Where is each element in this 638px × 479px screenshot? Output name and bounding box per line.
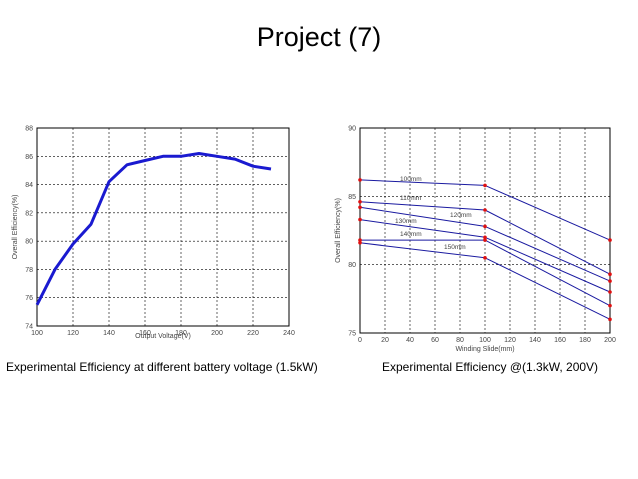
right-series-name-label: 130mm <box>395 218 417 225</box>
right-data-point <box>483 238 487 242</box>
left-plot-area <box>36 127 290 327</box>
left-y-tick-label: 84 <box>25 182 33 189</box>
right-x-tick-label: 60 <box>431 337 439 344</box>
right-y-tick-label: 85 <box>348 194 356 201</box>
right-x-tick-label: 40 <box>406 337 414 344</box>
right-x-tick-label: 160 <box>554 337 566 344</box>
left-y-tick-label: 80 <box>25 239 33 246</box>
left-y-tick-label: 78 <box>25 267 33 274</box>
caption-left: Experimental Efficiency at different bat… <box>6 360 318 374</box>
right-data-point <box>483 224 487 229</box>
left-x-tick-label: 120 <box>67 330 79 337</box>
right-x-tick-label: 20 <box>381 337 389 344</box>
right-data-point <box>483 183 487 188</box>
left-x-axis-label: Output Voltage(V) <box>135 333 191 340</box>
right-data-point <box>358 238 362 242</box>
right-series-name-label: 120mm <box>450 212 472 219</box>
right-x-tick-label: 120 <box>504 337 516 344</box>
right-data-point <box>358 205 362 210</box>
left-y-tick-label: 88 <box>25 126 33 133</box>
left-x-tick-label: 180 <box>175 330 187 337</box>
left-x-tick-label: 220 <box>247 330 259 337</box>
right-data-point <box>608 279 612 283</box>
right-data-point <box>483 235 487 240</box>
right-series-name-label: 100mm <box>400 176 422 183</box>
left-x-tick-label: 140 <box>103 330 115 337</box>
right-data-point <box>483 208 487 212</box>
right-series-name-label: 110mm <box>400 195 421 202</box>
right-series-name-label: 150mm <box>444 244 466 251</box>
right-data-point <box>608 290 612 294</box>
left-y-tick-label: 74 <box>25 324 33 331</box>
right-data-point <box>358 241 362 245</box>
left-x-tick-label: 240 <box>283 330 295 337</box>
left-y-tick-label: 76 <box>25 295 33 302</box>
right-x-tick-label: 80 <box>456 337 464 344</box>
right-data-point <box>608 317 612 322</box>
right-x-tick-label: 100 <box>479 337 491 344</box>
left-x-tick-label: 200 <box>211 330 223 337</box>
left-y-tick-label: 86 <box>25 154 33 161</box>
caption-right: Experimental Efficiency @(1.3kW, 200V) <box>382 360 599 374</box>
right-data-point <box>608 238 612 242</box>
right-x-tick-label: 0 <box>358 337 362 344</box>
right-y-axis-label: Overall Efficiency(%) <box>335 198 342 263</box>
left-y-tick-label: 82 <box>25 210 33 217</box>
right-y-tick-label: 80 <box>348 262 356 269</box>
slide-title: Project (7) <box>256 22 382 52</box>
right-series-name-label: 140mm <box>400 231 422 238</box>
right-y-tick-label: 90 <box>348 126 356 133</box>
right-data-point <box>358 217 362 222</box>
right-x-tick-label: 140 <box>529 337 541 344</box>
left-x-tick-label: 160 <box>139 330 151 337</box>
left-x-tick-label: 100 <box>31 330 43 337</box>
left-series-line-1 <box>35 152 272 306</box>
right-x-axis-label: Winding Slide(mm) <box>455 346 514 353</box>
right-data-point <box>608 272 612 277</box>
right-data-point <box>608 303 612 308</box>
right-plot-area <box>359 127 611 334</box>
right-data-point <box>358 200 362 204</box>
right-data-point <box>483 256 487 260</box>
right-x-tick-label: 180 <box>579 337 591 344</box>
left-y-axis-label: Overall Efficiency(%) <box>12 195 19 260</box>
right-y-tick-label: 75 <box>348 331 356 338</box>
right-x-tick-label: 200 <box>604 337 616 344</box>
right-data-point <box>358 178 362 182</box>
